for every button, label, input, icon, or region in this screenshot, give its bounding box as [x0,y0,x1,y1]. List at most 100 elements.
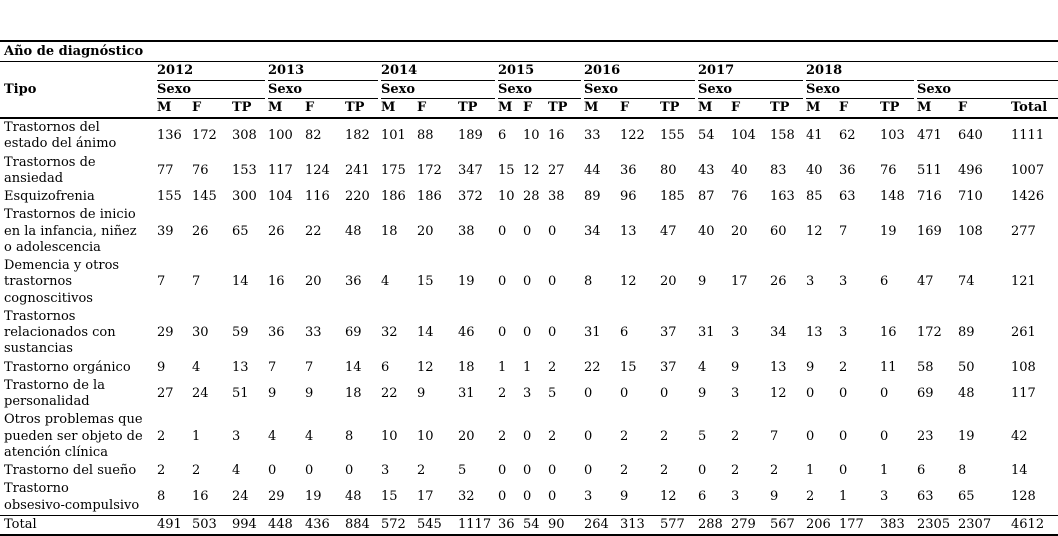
value-cell: 0 [523,428,532,444]
value-cell: 4 [381,274,390,290]
value-cell: 41 [806,128,823,144]
value-cell: 3 [731,489,740,505]
value-cell: 3 [839,274,848,290]
value-cell: 40 [698,223,715,239]
column-header-tp: TP [458,99,498,119]
table-row: Trastornos relacionados con sustancias 29… [0,308,1058,359]
column-header-tp: TP [232,99,268,119]
value-cell: 36 [620,162,637,178]
total-value-cell: 279 [731,514,770,536]
value-cell: 32 [458,489,475,505]
value-cell: 1 [839,489,848,505]
value-cell: 0 [498,463,507,478]
total-value-cell: 313 [620,514,660,536]
value-cell: 33 [305,325,322,340]
value-cell: 36 [839,162,856,178]
value-cell: 5 [458,463,467,478]
value-cell: 9 [731,359,740,375]
year-header-2012: 2012 [157,62,268,81]
value-cell: 76 [192,162,209,178]
value-cell: 136 [157,128,182,144]
value-cell: 0 [839,428,848,444]
value-cell: 7 [268,359,277,375]
value-cell: 34 [770,325,787,340]
value-cell: 0 [498,325,507,340]
value-cell: 59 [232,325,249,340]
value-cell: 24 [192,385,209,401]
value-cell: 16 [880,325,897,340]
column-header-total: Total [1011,99,1058,119]
value-cell: 2 [157,428,166,444]
value-cell: 10 [417,428,434,444]
value-cell: 74 [958,274,975,290]
value-cell: 13 [232,359,249,375]
value-cell: 103 [880,128,905,144]
value-cell: 2 [192,463,201,478]
sexo-header: Sexo [381,81,498,99]
value-cell: 40 [731,162,748,178]
value-cell: 22 [584,359,601,375]
value-cell: 62 [839,128,856,144]
value-cell: 85 [806,189,823,204]
value-cell: 108 [1011,359,1036,375]
year-header-2017: 2017 [698,62,806,81]
value-cell: 2 [417,463,426,478]
value-cell: 20 [417,223,434,239]
value-cell: 9 [305,385,314,401]
value-cell: 37 [660,359,677,375]
value-cell: 28 [523,189,540,204]
value-cell: 2 [620,463,629,478]
value-cell: 69 [917,385,934,401]
table-row: Trastorno del sueño 2 2 4 0 0 0 3 2 5 0 0 0 0 2 2 0 2 2 1 0 1… [0,462,1058,480]
value-cell: 23 [917,428,934,444]
value-cell: 163 [770,189,795,204]
value-cell: 20 [731,223,748,239]
year-header-row: Tipo 2012 2013 2014 2015 2016 2017 2018 [0,62,1058,119]
value-cell: 83 [770,162,787,178]
value-cell: 121 [1011,274,1036,290]
value-cell: 0 [305,463,314,478]
value-cell: 16 [192,489,209,505]
value-cell: 2 [548,359,557,375]
row-label: Trastornos relacionados con sustancias [4,308,116,357]
value-cell: 12 [417,359,434,375]
value-cell: 0 [498,223,507,239]
value-cell: 175 [381,162,406,178]
total-value-cell: 572 [381,514,417,536]
row-label: Trastornos del estado del ánimo [4,120,117,152]
total-value-cell: 577 [660,514,698,536]
value-cell: 1111 [1011,128,1045,144]
value-cell: 82 [305,128,322,144]
value-cell: 117 [268,162,293,178]
value-cell: 19 [958,428,975,444]
value-cell: 0 [345,463,354,478]
value-cell: 9 [620,489,629,505]
column-header-f: F [731,99,770,119]
value-cell: 9 [698,385,707,401]
value-cell: 0 [880,385,889,401]
column-header-m: M [806,99,839,119]
value-cell: 3 [880,489,889,505]
value-cell: 0 [498,274,507,290]
value-cell: 54 [698,128,715,144]
value-cell: 76 [880,162,897,178]
value-cell: 12 [770,385,787,401]
value-cell: 42 [1011,428,1028,444]
value-cell: 145 [192,189,217,204]
value-cell: 347 [458,162,483,178]
table-row: Trastornos de ansiedad 77 76 153 117 124 241 17… [0,154,1058,189]
value-cell: 0 [806,385,815,401]
total-value-cell: 1117 [458,514,498,536]
value-cell: 76 [731,189,748,204]
row-label: Trastornos de inicio en la infancia, niñ… [4,207,137,255]
column-header-tp: TP [880,99,917,119]
value-cell: 65 [232,223,249,239]
value-cell: 3 [731,385,740,401]
value-cell: 26 [192,223,209,239]
value-cell: 148 [880,189,905,204]
value-cell: 1 [806,463,815,478]
value-cell: 186 [417,189,442,204]
value-cell: 60 [770,223,787,239]
value-cell: 2 [731,428,740,444]
value-cell: 2 [620,428,629,444]
